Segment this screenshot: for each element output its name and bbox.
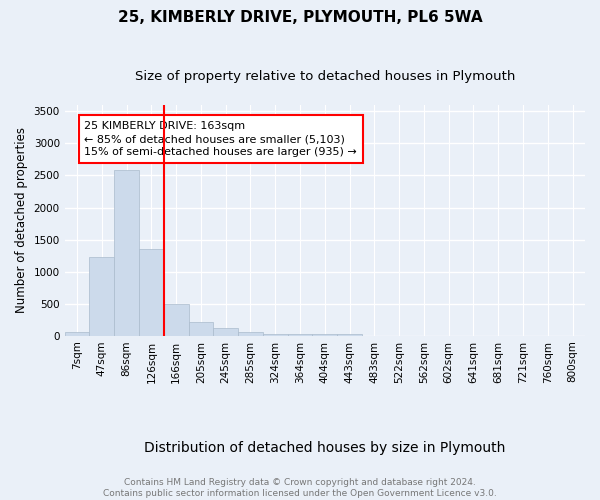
Bar <box>287 334 313 336</box>
Bar <box>164 304 188 336</box>
Title: Size of property relative to detached houses in Plymouth: Size of property relative to detached ho… <box>134 70 515 83</box>
Bar <box>65 332 89 336</box>
Bar <box>89 257 114 336</box>
Bar <box>263 334 287 336</box>
Bar <box>139 249 164 336</box>
Bar <box>337 334 362 336</box>
Bar <box>238 332 263 336</box>
Text: Contains HM Land Registry data © Crown copyright and database right 2024.
Contai: Contains HM Land Registry data © Crown c… <box>103 478 497 498</box>
Text: 25, KIMBERLY DRIVE, PLYMOUTH, PL6 5WA: 25, KIMBERLY DRIVE, PLYMOUTH, PL6 5WA <box>118 10 482 25</box>
Bar <box>114 170 139 336</box>
Y-axis label: Number of detached properties: Number of detached properties <box>15 128 28 314</box>
Text: 25 KIMBERLY DRIVE: 163sqm
← 85% of detached houses are smaller (5,103)
15% of se: 25 KIMBERLY DRIVE: 163sqm ← 85% of detac… <box>85 121 357 158</box>
Bar <box>188 322 214 336</box>
Bar <box>214 328 238 336</box>
X-axis label: Distribution of detached houses by size in Plymouth: Distribution of detached houses by size … <box>144 441 506 455</box>
Bar <box>313 334 337 336</box>
